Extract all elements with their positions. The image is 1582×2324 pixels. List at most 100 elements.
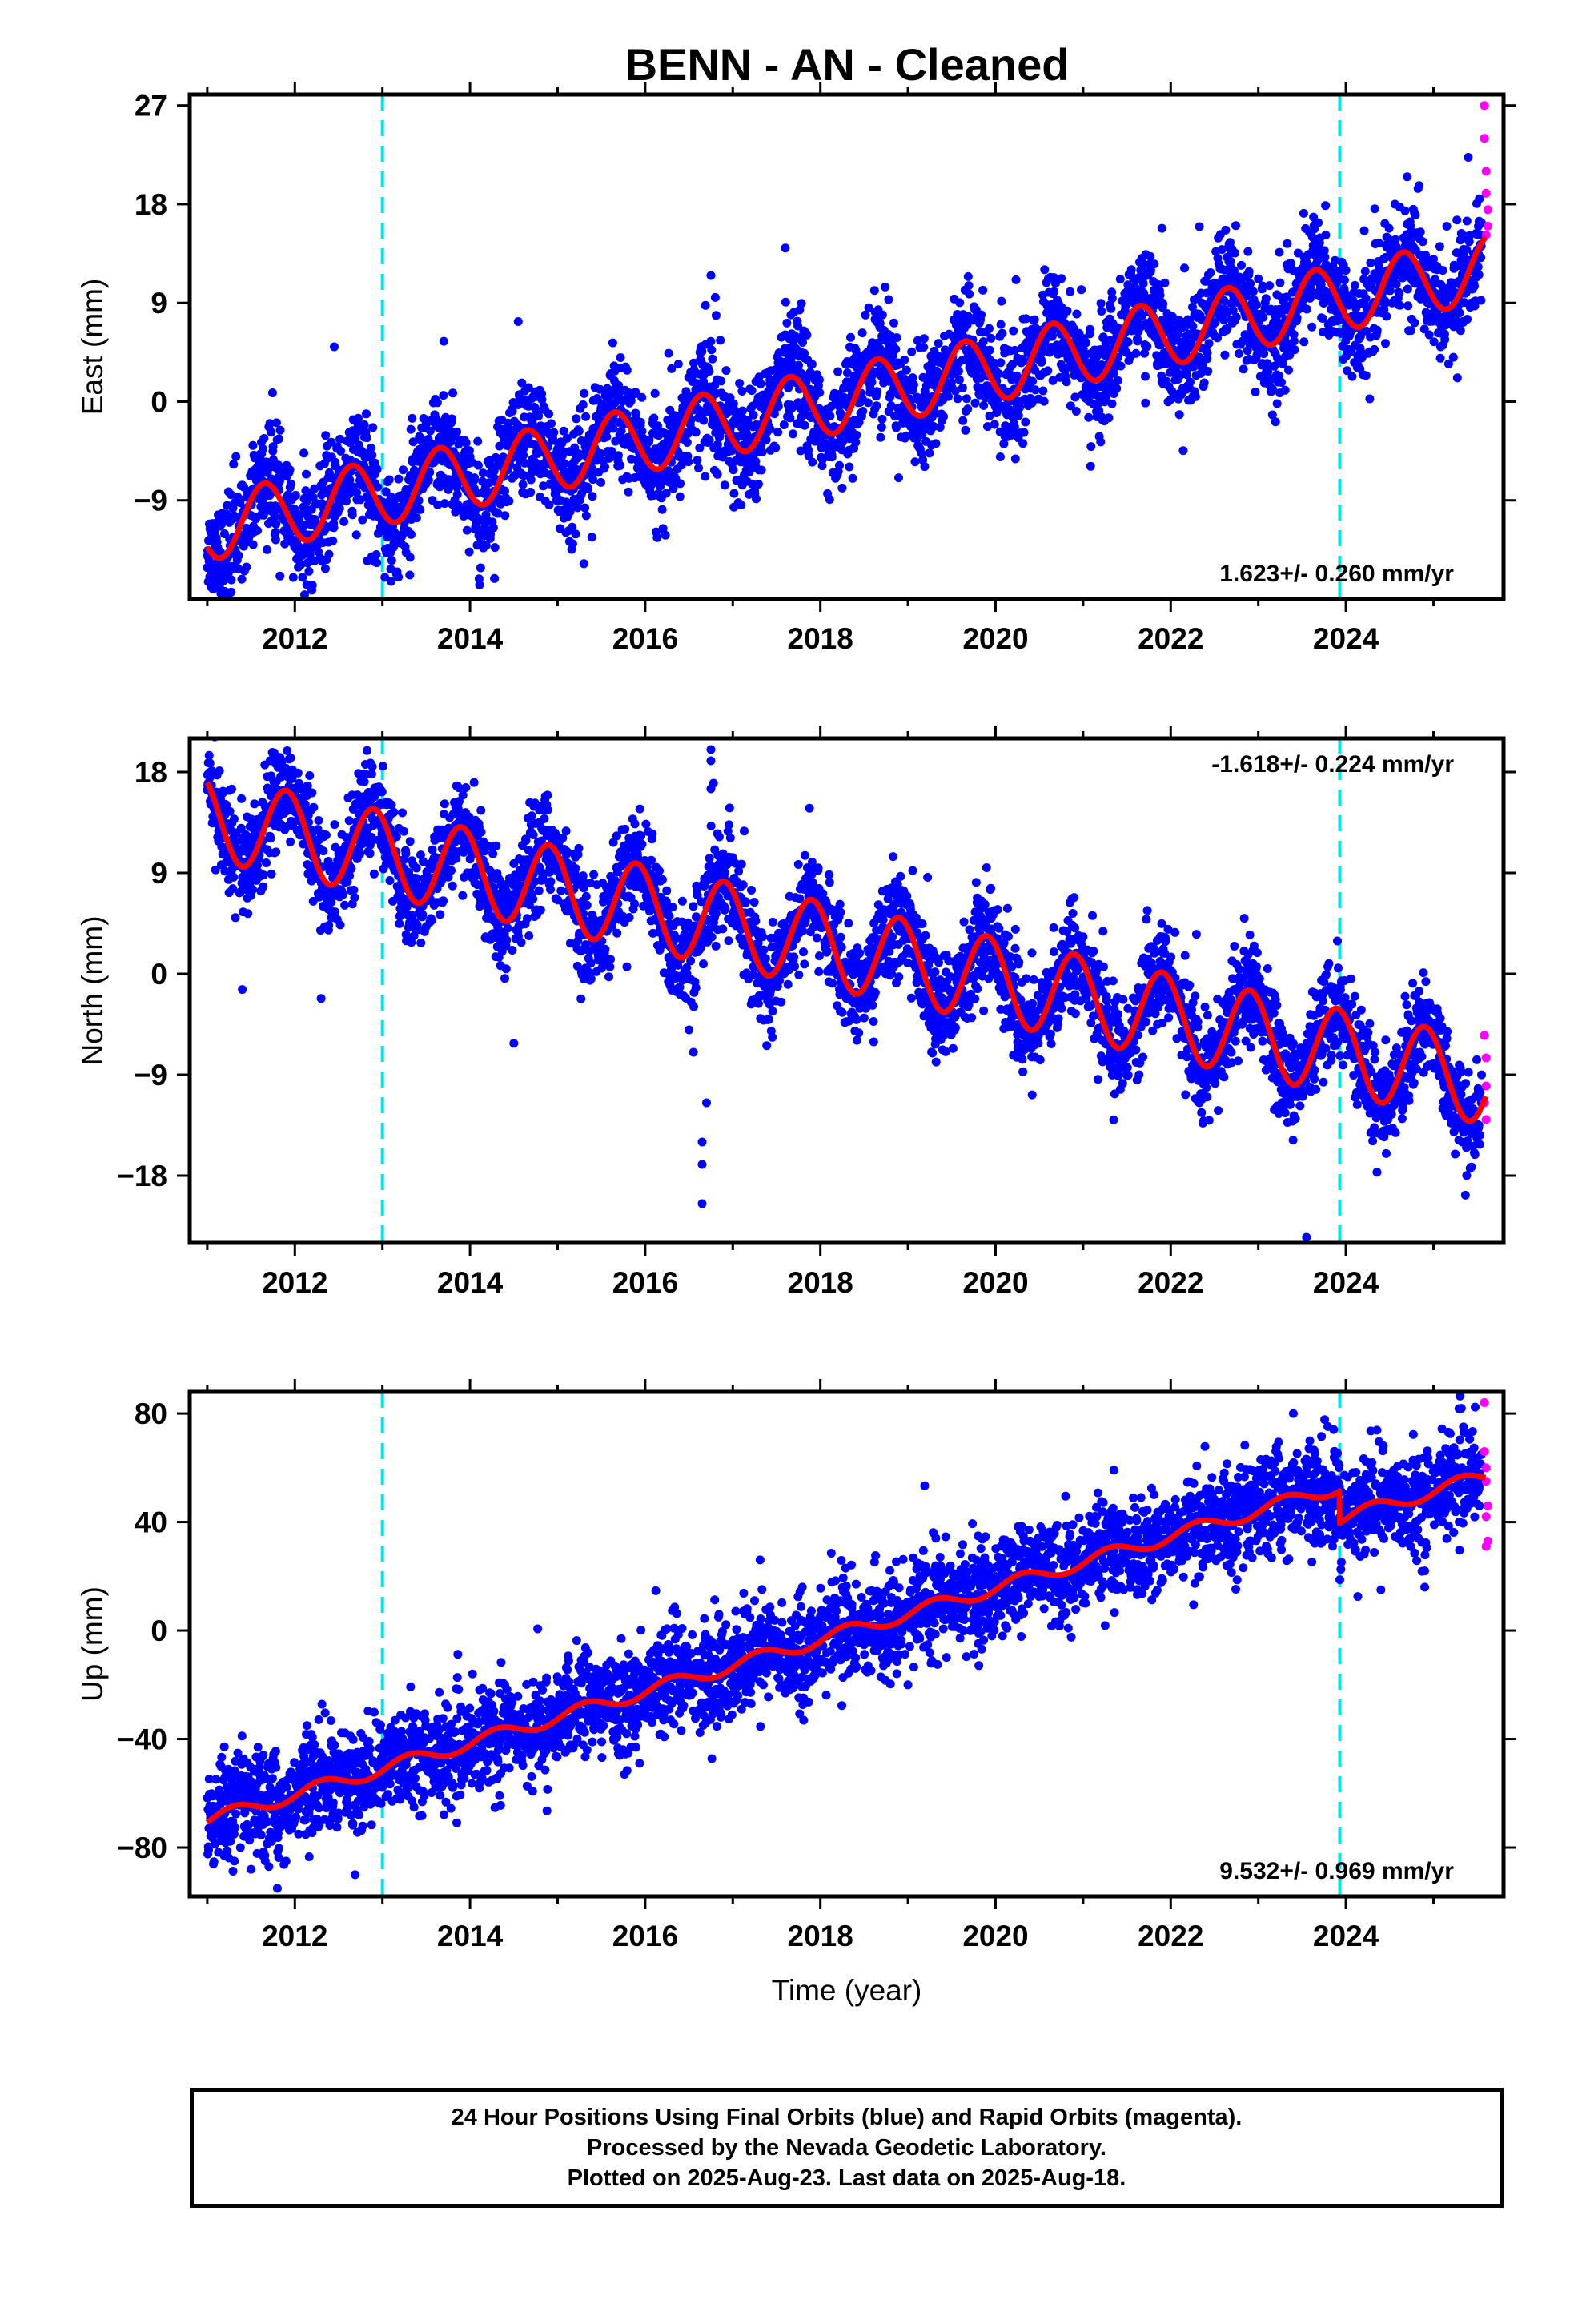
final-orbit-point — [749, 410, 758, 420]
final-orbit-point — [954, 375, 964, 384]
final-orbit-point — [1066, 287, 1075, 296]
final-orbit-point — [978, 337, 988, 347]
final-orbit-point — [894, 473, 903, 483]
final-orbit-point — [211, 601, 219, 609]
final-orbit-point — [432, 398, 442, 408]
final-orbit-point — [995, 452, 1005, 461]
final-orbit-point — [472, 489, 482, 498]
final-orbit-point — [616, 353, 625, 362]
final-orbit-point — [574, 426, 584, 436]
final-orbit-point — [1086, 324, 1094, 334]
final-orbit-point — [319, 846, 328, 856]
panel-east: 2012 2014 2016 2018 2020 2022 2024−9091827East… — [76, 82, 1516, 655]
final-orbit-point — [1284, 365, 1293, 375]
final-orbit-point — [1231, 248, 1239, 258]
final-orbit-point — [996, 358, 1006, 368]
final-orbit-point — [478, 468, 488, 478]
final-orbit-point — [347, 510, 357, 520]
x-tick-label: 2020 — [962, 622, 1028, 655]
final-orbit-point — [363, 433, 371, 443]
final-orbit-point — [1237, 260, 1246, 270]
final-orbit-point — [366, 444, 375, 452]
final-orbit-point — [990, 420, 999, 429]
final-orbit-point — [1280, 385, 1290, 395]
final-orbit-point — [562, 433, 572, 443]
final-orbit-point — [271, 535, 280, 545]
final-orbit-point — [1203, 367, 1213, 376]
final-orbit-point — [954, 366, 963, 376]
final-orbit-point — [1019, 428, 1029, 437]
final-orbit-point — [369, 869, 379, 879]
final-orbit-point — [1037, 357, 1046, 367]
final-orbit-point — [526, 488, 536, 497]
gps-timeseries-figure: BENN - AN - Cleaned 2012 2014 2016 2018 2020… — [76, 39, 1516, 2007]
final-orbit-point — [1277, 378, 1286, 387]
final-orbit-point — [330, 820, 339, 830]
final-orbit-point — [517, 378, 527, 388]
final-orbit-point — [385, 876, 395, 885]
final-orbit-point — [1221, 225, 1231, 235]
final-orbit-point — [488, 523, 498, 533]
final-orbit-point — [1072, 309, 1082, 319]
final-orbit-point — [380, 573, 390, 582]
final-orbit-point — [355, 849, 364, 858]
final-orbit-point — [757, 447, 767, 456]
final-orbit-point — [833, 367, 843, 376]
final-orbit-point — [578, 400, 588, 409]
final-orbit-point — [1077, 285, 1086, 295]
final-orbit-point — [231, 913, 240, 923]
final-orbit-point — [802, 330, 812, 340]
final-orbit-point — [1286, 259, 1295, 267]
final-orbit-point — [581, 511, 591, 521]
final-orbit-point — [539, 481, 548, 491]
final-orbit-point — [1361, 371, 1371, 380]
final-orbit-point — [1410, 318, 1419, 328]
final-orbit-point — [387, 577, 396, 586]
final-orbit-point — [560, 459, 569, 468]
final-orbit-point — [1086, 461, 1095, 471]
final-orbit-point — [1030, 385, 1040, 395]
final-orbit-point — [262, 858, 271, 867]
final-orbit-point — [1082, 338, 1090, 348]
final-orbit-point — [1462, 216, 1472, 226]
final-orbit-point — [808, 457, 817, 467]
final-orbit-point — [1248, 287, 1258, 296]
final-orbit-point — [1391, 279, 1401, 289]
final-orbit-point — [765, 424, 775, 434]
final-orbit-point — [267, 869, 276, 879]
final-orbit-point — [961, 425, 970, 435]
final-orbit-point — [877, 414, 887, 424]
final-orbit-point — [1050, 287, 1059, 296]
figure-title: BENN - AN - Cleaned — [625, 39, 1070, 90]
final-orbit-point — [1381, 339, 1390, 348]
final-orbit-point — [452, 489, 462, 499]
final-orbit-point — [869, 286, 879, 296]
final-orbit-point — [302, 469, 311, 479]
final-orbit-point — [515, 392, 524, 400]
final-orbit-point — [919, 343, 929, 352]
panel-north: 2012 2014 2016 2018 2020 2022 2024−18−90918Nor… — [76, 726, 1516, 1299]
y-tick-label: 0 — [151, 385, 167, 418]
final-orbit-point — [1239, 364, 1248, 374]
final-orbit-point — [1370, 344, 1379, 354]
rapid-orbit-point — [1480, 134, 1489, 143]
final-orbit-point — [324, 920, 334, 930]
final-orbit-point — [300, 590, 309, 599]
x-tick-label: 2012 — [262, 622, 327, 655]
final-orbit-point — [1261, 294, 1271, 304]
final-orbit-point — [1112, 384, 1122, 393]
final-orbit-point — [1195, 222, 1204, 231]
final-orbit-point — [1452, 373, 1462, 383]
final-orbit-point — [383, 528, 393, 537]
final-orbit-point — [475, 580, 484, 589]
final-orbit-point — [1107, 294, 1117, 303]
final-orbit-point — [354, 413, 363, 423]
final-orbit-point — [265, 419, 275, 428]
final-orbit-point — [1271, 417, 1280, 427]
final-orbit-point — [378, 762, 387, 771]
final-orbit-point — [285, 465, 295, 475]
final-orbit-point — [863, 398, 873, 408]
final-orbit-point — [490, 573, 500, 583]
final-orbit-point — [1251, 387, 1260, 396]
final-orbit-point — [274, 434, 283, 444]
